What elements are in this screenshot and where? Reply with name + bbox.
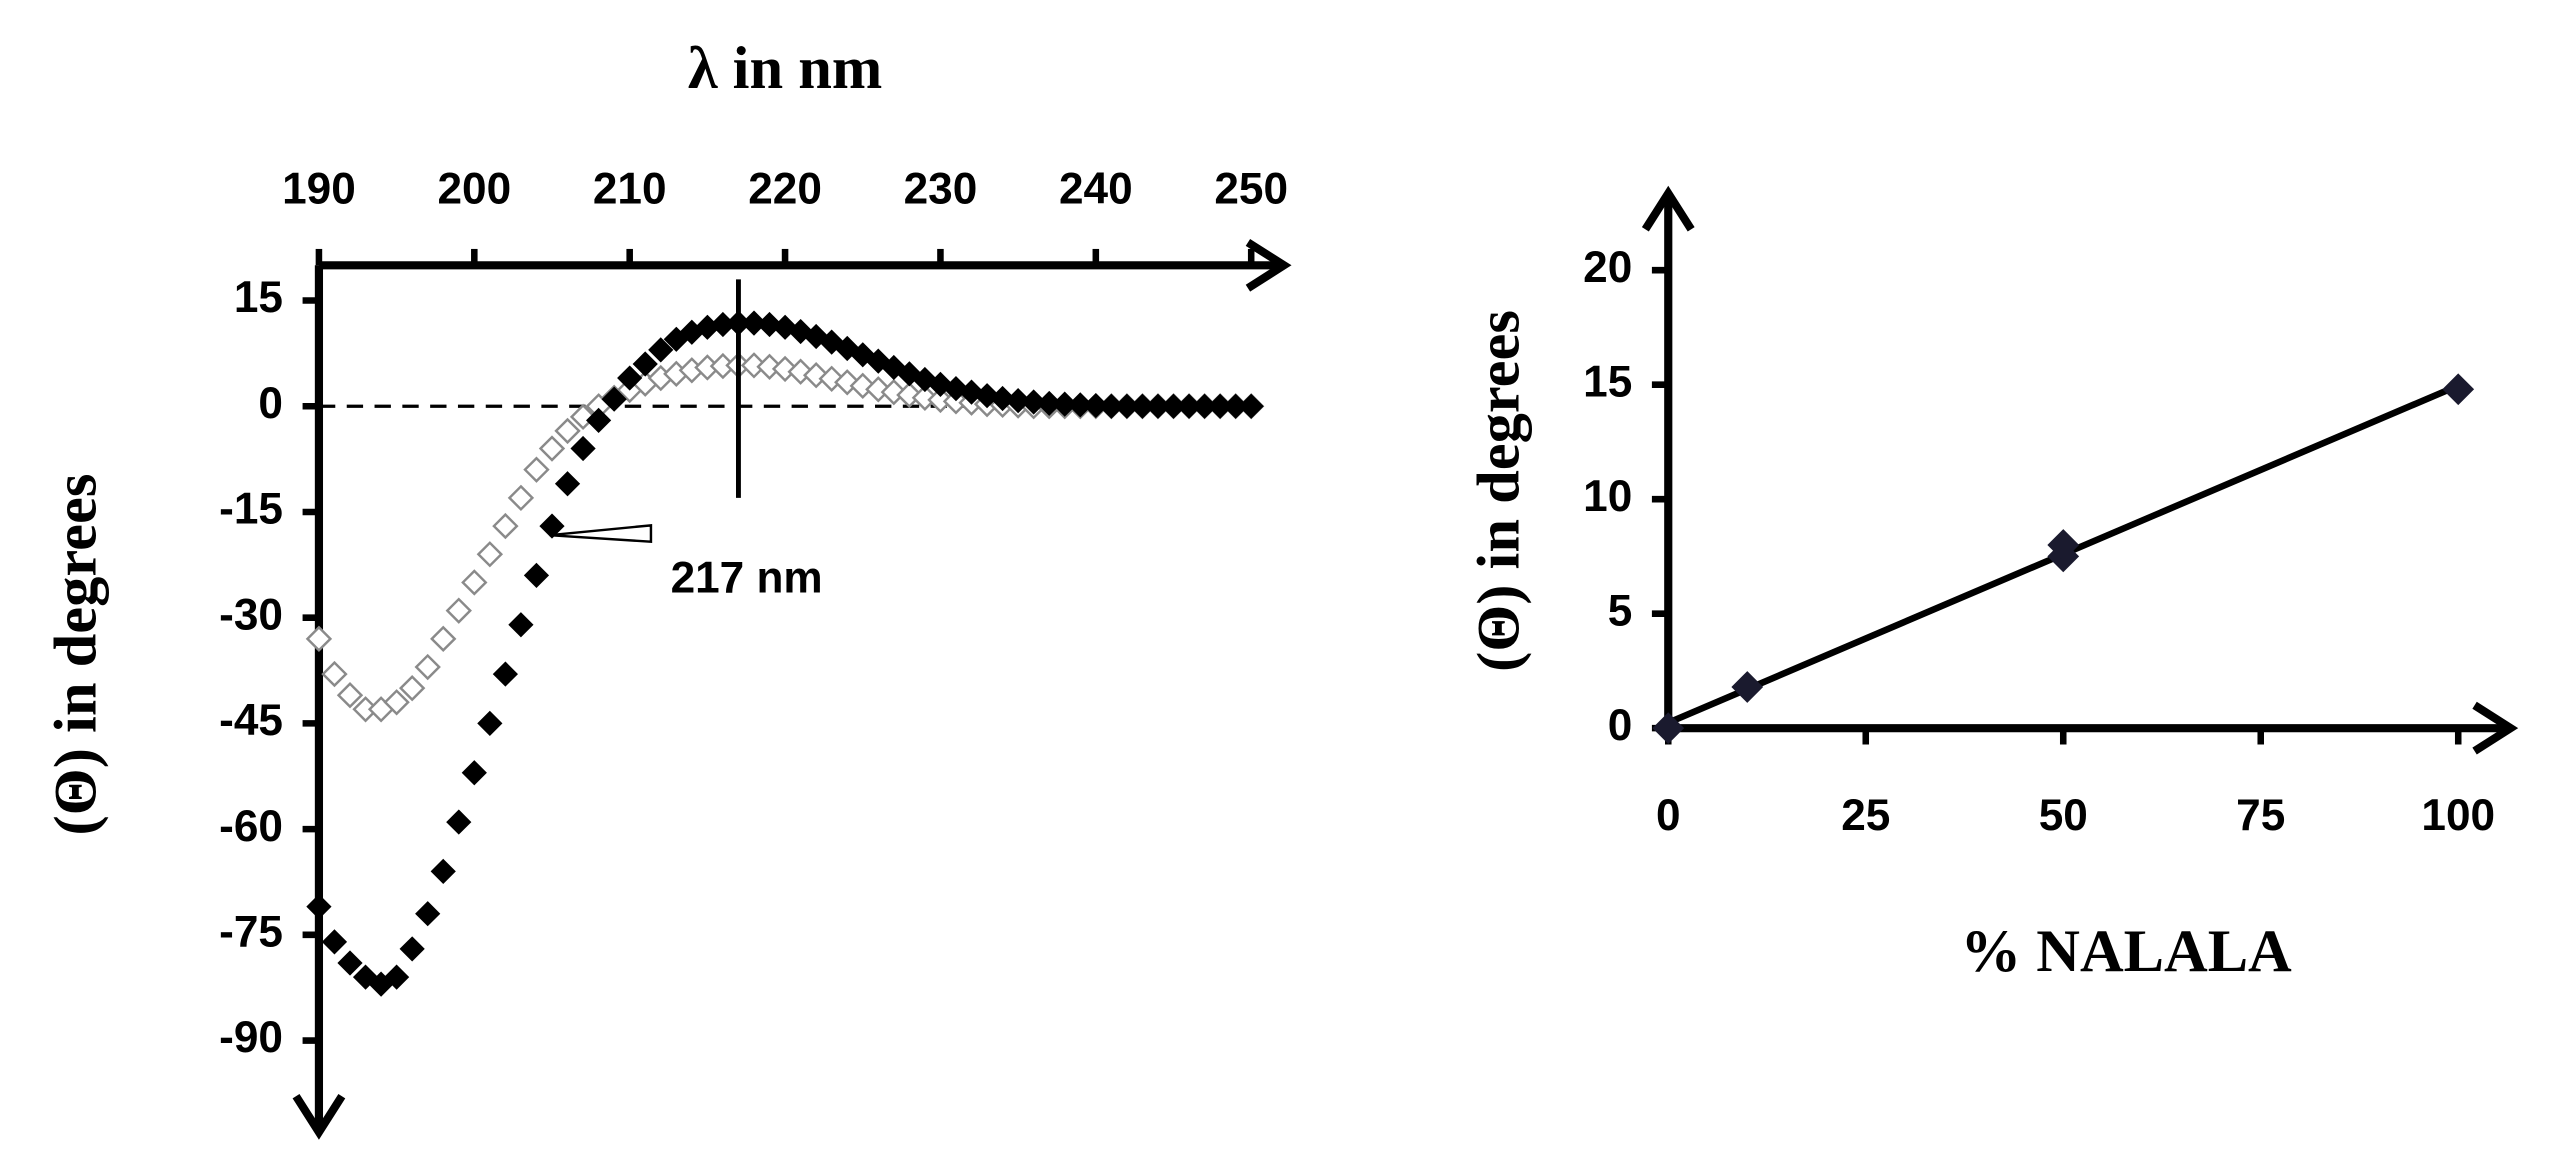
x-tick-label: 25 bbox=[1841, 791, 1890, 840]
x-tick-label: 250 bbox=[1214, 164, 1288, 213]
data-point bbox=[461, 569, 488, 596]
y-tick-label: -75 bbox=[219, 907, 283, 956]
data-point bbox=[927, 371, 954, 398]
data-point bbox=[771, 355, 799, 383]
annotation-pointer bbox=[549, 523, 653, 544]
data-point bbox=[430, 858, 456, 885]
y-axis-title: (Θ) in degrees bbox=[1466, 310, 1533, 672]
y-tick-label: 0 bbox=[1608, 701, 1633, 750]
data-point bbox=[337, 950, 363, 976]
data-point bbox=[321, 660, 348, 688]
y-tick-label: -45 bbox=[219, 696, 283, 745]
y-tick-label: 0 bbox=[258, 379, 283, 428]
x-tick-label: 100 bbox=[2421, 791, 2495, 840]
data-point bbox=[446, 809, 472, 835]
data-point bbox=[507, 484, 535, 512]
data-point bbox=[399, 936, 425, 962]
y-tick-label: 10 bbox=[1583, 472, 1632, 521]
data-point bbox=[802, 362, 830, 389]
data-point bbox=[756, 311, 783, 338]
data-point bbox=[461, 760, 487, 786]
y-tick-label: -60 bbox=[219, 802, 283, 851]
data-point bbox=[321, 929, 348, 955]
annotation-label: 217 nm bbox=[671, 554, 823, 603]
data-point bbox=[476, 541, 504, 568]
data-point bbox=[1238, 393, 1264, 419]
data-point bbox=[586, 407, 612, 433]
data-point bbox=[398, 674, 426, 702]
data-point bbox=[834, 369, 861, 396]
data-point bbox=[756, 353, 783, 380]
x-tick-label: 240 bbox=[1059, 164, 1133, 213]
data-point bbox=[305, 625, 333, 653]
data-point bbox=[570, 435, 596, 462]
data-point bbox=[974, 383, 1000, 409]
data-point bbox=[881, 354, 907, 381]
data-point bbox=[865, 348, 891, 374]
data-point bbox=[617, 365, 643, 391]
data-point bbox=[383, 689, 410, 716]
data-point bbox=[554, 471, 581, 497]
x-tick-label: 210 bbox=[593, 164, 667, 213]
data-point bbox=[1021, 389, 1047, 415]
data-point bbox=[523, 456, 550, 483]
data-point bbox=[414, 653, 441, 681]
data-point bbox=[336, 682, 364, 709]
data-point bbox=[911, 384, 939, 411]
data-point bbox=[2047, 529, 2080, 561]
x-tick-label: 0 bbox=[1656, 791, 1681, 840]
x-axis-title: λ in nm bbox=[688, 35, 882, 102]
y-tick-label: 5 bbox=[1608, 586, 1633, 635]
x-tick-label: 50 bbox=[2039, 791, 2088, 840]
data-point bbox=[492, 661, 518, 687]
y-tick-label: -90 bbox=[219, 1013, 283, 1062]
x-tick-label: 75 bbox=[2236, 791, 2285, 840]
data-point bbox=[1731, 671, 1764, 703]
x-tick-label: 200 bbox=[437, 164, 511, 213]
data-point bbox=[477, 710, 503, 737]
data-point bbox=[523, 562, 550, 589]
axis-arrow bbox=[292, 1093, 346, 1140]
y-tick-label: 15 bbox=[1583, 357, 1632, 406]
axis-arrow bbox=[1641, 185, 1695, 232]
y-tick-label: -15 bbox=[219, 485, 283, 534]
y-tick-label: -30 bbox=[219, 590, 283, 639]
data-point bbox=[958, 379, 985, 405]
x-tick-label: 220 bbox=[748, 164, 822, 213]
data-point bbox=[538, 435, 566, 462]
data-point bbox=[1005, 388, 1031, 414]
axis-arrow bbox=[2472, 701, 2519, 755]
data-point bbox=[880, 378, 908, 406]
data-point bbox=[2442, 373, 2475, 406]
axis-arrow bbox=[1245, 238, 1292, 292]
data-point bbox=[741, 310, 767, 336]
data-point bbox=[415, 901, 441, 927]
x-axis-title: % NALALA bbox=[1961, 918, 2292, 985]
data-point bbox=[601, 386, 627, 412]
x-tick-label: 230 bbox=[904, 164, 978, 213]
data-point bbox=[445, 597, 472, 624]
data-point bbox=[430, 625, 457, 653]
y-axis-title: (Θ) in degrees bbox=[43, 474, 110, 836]
data-point bbox=[539, 513, 565, 539]
data-point bbox=[632, 351, 658, 377]
data-point bbox=[803, 323, 829, 350]
data-point bbox=[384, 964, 410, 990]
data-point bbox=[554, 417, 581, 445]
x-tick-label: 190 bbox=[282, 164, 356, 213]
data-point bbox=[508, 612, 534, 638]
data-point bbox=[306, 894, 332, 920]
y-tick-label: 15 bbox=[234, 273, 283, 322]
y-tick-label: 20 bbox=[1583, 243, 1632, 292]
data-point bbox=[492, 512, 519, 540]
data-point bbox=[989, 385, 1016, 412]
data-point bbox=[648, 337, 674, 363]
data-point bbox=[1652, 712, 1685, 745]
